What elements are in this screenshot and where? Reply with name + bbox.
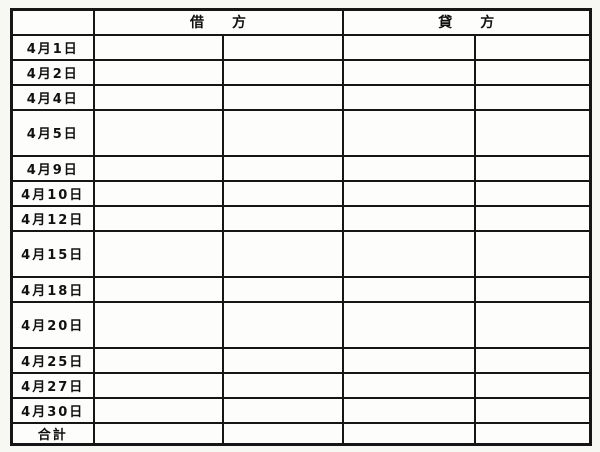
credit-entry-cell <box>473 154 592 182</box>
credit-entry-cell <box>473 371 592 399</box>
table-row: 4月10日 <box>10 179 592 207</box>
debit-entry-cell <box>92 300 224 349</box>
credit-entry-cell <box>341 83 476 111</box>
debit-column-header: 借 方 <box>92 8 344 36</box>
credit-entry-cell <box>341 371 476 399</box>
credit-entry-cell <box>341 154 476 182</box>
credit-entry-cell <box>341 396 476 424</box>
table-row: 4月1日 <box>10 33 592 61</box>
debit-entry-cell <box>221 108 344 157</box>
credit-entry-cell <box>341 229 476 278</box>
credit-entry-cell <box>341 33 476 61</box>
credit-entry-cell <box>341 300 476 349</box>
debit-entry-cell <box>221 58 344 86</box>
credit-entry-cell <box>473 83 592 111</box>
credit-entry-cell <box>473 396 592 424</box>
debit-entry-cell <box>221 154 344 182</box>
table-row: 4月18日 <box>10 275 592 303</box>
debit-entry-cell <box>92 33 224 61</box>
debit-entry-cell <box>221 179 344 207</box>
debit-entry-cell <box>221 33 344 61</box>
row-date-label: 4月12日 <box>10 204 95 232</box>
table-row: 4月20日 <box>10 300 592 349</box>
row-date-label: 4月4日 <box>10 83 95 111</box>
credit-entry-cell <box>473 346 592 374</box>
debit-entry-cell <box>92 229 224 278</box>
debit-entry-cell <box>221 83 344 111</box>
credit-entry-cell <box>473 108 592 157</box>
table-row: 4月30日 <box>10 396 592 424</box>
table-row: 4月5日 <box>10 108 592 157</box>
debit-entry-cell <box>221 371 344 399</box>
ledger-table-body: 4月1日 4月2日 4月4日 4月5日 4月9日 4月10日 4月12日 4月15日 4月18日… <box>10 33 592 445</box>
credit-entry-cell <box>341 275 476 303</box>
row-date-label: 4月15日 <box>10 229 95 278</box>
ledger-table: 借 方 貸 方 4月1日 4月2日 4月4日 4月5日 4月9日 4月10日 4月12日 4月… <box>10 8 592 446</box>
table-row: 4月4日 <box>10 83 592 111</box>
debit-entry-cell <box>92 154 224 182</box>
debit-entry-cell <box>221 229 344 278</box>
credit-entry-cell <box>341 108 476 157</box>
debit-entry-cell <box>92 371 224 399</box>
header-row: 借 方 貸 方 <box>10 8 592 36</box>
credit-entry-cell <box>341 204 476 232</box>
credit-entry-cell <box>341 58 476 86</box>
row-date-label: 4月27日 <box>10 371 95 399</box>
table-row: 4月15日 <box>10 229 592 278</box>
credit-entry-cell <box>473 229 592 278</box>
row-date-label: 4月30日 <box>10 396 95 424</box>
credit-entry-cell <box>341 179 476 207</box>
debit-entry-cell <box>92 108 224 157</box>
debit-entry-cell <box>92 275 224 303</box>
debit-entry-cell <box>221 421 344 445</box>
debit-entry-cell <box>92 58 224 86</box>
debit-entry-cell <box>221 300 344 349</box>
credit-entry-cell <box>341 421 476 445</box>
debit-entry-cell <box>92 204 224 232</box>
row-date-label: 4月2日 <box>10 58 95 86</box>
credit-column-header: 貸 方 <box>341 8 592 36</box>
row-date-label: 4月18日 <box>10 275 95 303</box>
debit-entry-cell <box>221 346 344 374</box>
table-row: 4月9日 <box>10 154 592 182</box>
row-date-label: 4月10日 <box>10 179 95 207</box>
row-date-label: 4月1日 <box>10 33 95 61</box>
debit-entry-cell <box>221 275 344 303</box>
credit-entry-cell <box>473 179 592 207</box>
debit-entry-cell <box>92 346 224 374</box>
date-column-corner-cell <box>10 8 95 36</box>
total-row: 合計 <box>10 421 592 445</box>
row-date-label: 4月20日 <box>10 300 95 349</box>
credit-entry-cell <box>473 204 592 232</box>
credit-entry-cell <box>473 275 592 303</box>
table-row: 4月25日 <box>10 346 592 374</box>
total-row-label: 合計 <box>10 421 95 445</box>
row-date-label: 4月9日 <box>10 154 95 182</box>
credit-entry-cell <box>473 58 592 86</box>
row-date-label: 4月5日 <box>10 108 95 157</box>
debit-entry-cell <box>92 83 224 111</box>
row-date-label: 4月25日 <box>10 346 95 374</box>
credit-entry-cell <box>473 33 592 61</box>
debit-entry-cell <box>221 396 344 424</box>
debit-entry-cell <box>92 396 224 424</box>
debit-entry-cell <box>221 204 344 232</box>
debit-entry-cell <box>92 421 224 445</box>
credit-entry-cell <box>341 346 476 374</box>
debit-entry-cell <box>92 179 224 207</box>
table-row: 4月12日 <box>10 204 592 232</box>
credit-entry-cell <box>473 300 592 349</box>
table-row: 4月27日 <box>10 371 592 399</box>
table-row: 4月2日 <box>10 58 592 86</box>
credit-entry-cell <box>473 421 592 445</box>
